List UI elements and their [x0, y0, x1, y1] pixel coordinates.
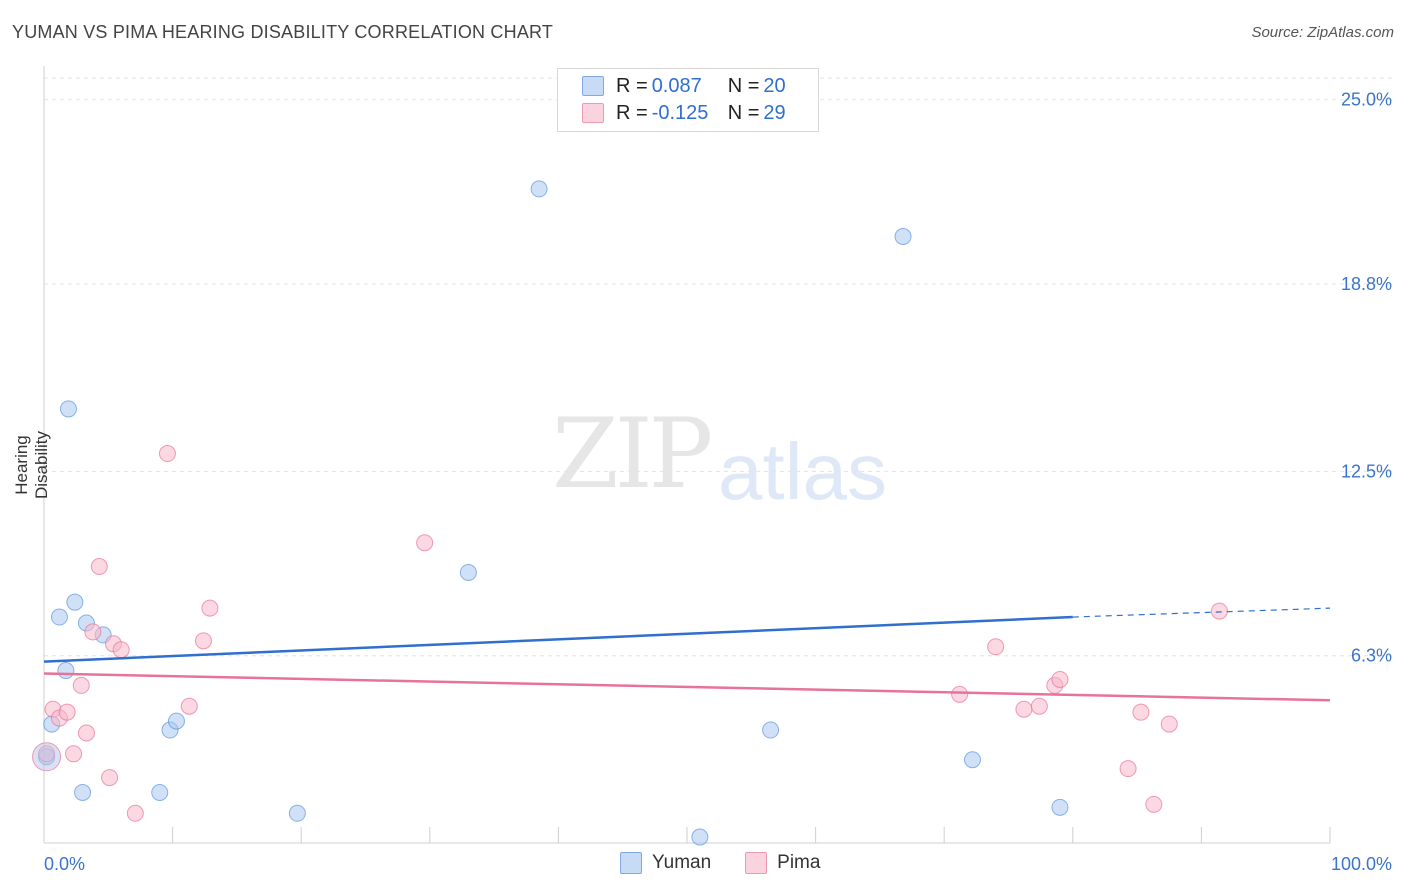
pima-swatch — [745, 852, 768, 874]
chart-source: Source: ZipAtlas.com — [1251, 24, 1394, 41]
pima-trend-line — [43, 672, 1331, 702]
pima-point — [1145, 795, 1163, 813]
watermark-atlas: atlas — [718, 427, 887, 516]
pima-point — [194, 632, 212, 650]
legend-n-label: N = — [727, 101, 760, 124]
yuman-point — [530, 180, 548, 198]
bottom-legend-pima: Pima — [777, 852, 821, 873]
yuman-point — [691, 828, 709, 846]
legend-r-value: 0.087 — [651, 74, 702, 97]
watermark-zip: ZIP — [552, 398, 713, 510]
pima-point — [1051, 670, 1069, 688]
pima-point — [77, 724, 95, 742]
pima-point — [1210, 602, 1228, 620]
y-tick-label: 25.0% — [1341, 90, 1392, 110]
pima-point — [65, 745, 83, 763]
pima-point — [1119, 760, 1137, 778]
pima-point — [84, 623, 102, 641]
yuman-point — [167, 712, 185, 730]
yuman-point — [762, 721, 780, 739]
pima-point — [126, 804, 144, 822]
pima-point — [1030, 697, 1048, 715]
y-tick-label: 18.8% — [1341, 274, 1392, 294]
legend: R = 0.087 N = 20 R = -0.125 N = 29 — [557, 68, 819, 132]
pima-point — [951, 685, 969, 703]
yuman-point — [57, 662, 75, 680]
overlap-point — [32, 742, 62, 772]
pima-point — [987, 638, 1005, 656]
legend-r-label: R = — [616, 101, 648, 124]
y-axis-label: Hearing Disability — [12, 430, 51, 500]
yuman-point — [59, 400, 77, 418]
yuman-point — [963, 751, 981, 769]
yuman-trend-line — [43, 615, 1073, 663]
pima-point — [112, 641, 130, 659]
pima-point — [58, 703, 76, 721]
bottom-legend-yuman: Yuman — [652, 852, 712, 873]
legend-row-yuman: R = 0.087 N = 20 — [582, 73, 786, 99]
legend-r-label: R = — [616, 74, 648, 97]
pima-point — [180, 697, 198, 715]
yuman-point — [50, 608, 68, 626]
pima-point — [1015, 700, 1033, 718]
x-tick-label: 100.0% — [1331, 854, 1392, 874]
yuman-point — [151, 783, 169, 801]
pima-point — [1132, 703, 1150, 721]
yuman-point — [459, 563, 477, 581]
pima-point — [416, 534, 434, 552]
y-tick-label: 6.3% — [1351, 646, 1392, 666]
x-tick-label: 0.0% — [44, 854, 85, 874]
legend-n-value: 29 — [763, 101, 786, 124]
pima-swatch — [582, 103, 604, 123]
yuman-swatch — [582, 76, 604, 96]
pima-point — [201, 599, 219, 617]
yuman-point — [894, 227, 912, 245]
chart-title: YUMAN VS PIMA HEARING DISABILITY CORRELA… — [12, 22, 554, 42]
legend-n-value: 20 — [763, 74, 786, 97]
pima-point — [101, 769, 119, 787]
legend-n-label: N = — [727, 74, 760, 97]
y-tick-label: 12.5% — [1341, 461, 1392, 481]
yuman-point — [74, 783, 92, 801]
pima-point — [90, 558, 108, 576]
legend-r-value: -0.125 — [651, 101, 709, 124]
pima-point — [158, 445, 176, 463]
pima-point — [72, 676, 90, 694]
yuman-trend-extension — [1072, 607, 1331, 618]
yuman-point — [1051, 798, 1069, 816]
yuman-swatch — [620, 852, 642, 874]
bottom-legend: Yuman Pima — [620, 852, 820, 874]
yuman-point — [288, 804, 306, 822]
pima-point — [1160, 715, 1178, 733]
legend-row-pima: R = -0.125 N = 29 — [582, 100, 786, 126]
yuman-point — [66, 593, 84, 611]
